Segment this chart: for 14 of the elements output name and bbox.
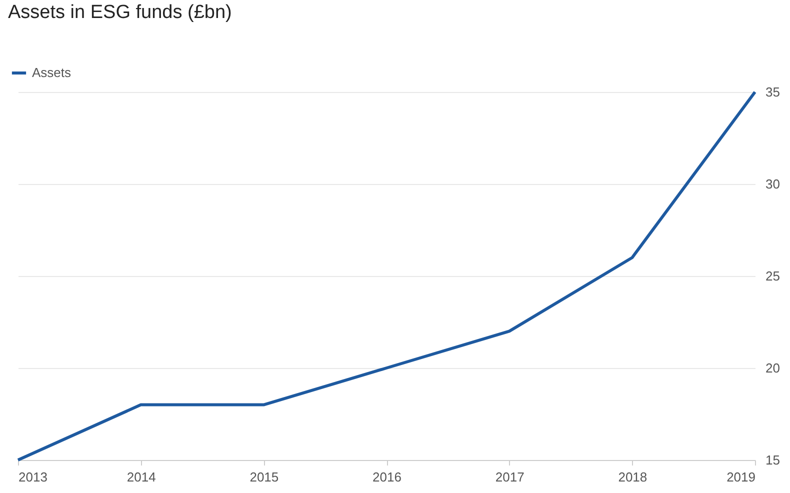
x-tick-label: 2016 (372, 470, 402, 484)
x-tick-label: 2019 (726, 470, 756, 484)
y-tick-label: 15 (766, 452, 780, 468)
x-tick-label: 2014 (126, 470, 156, 484)
y-tick-label: 25 (766, 268, 780, 284)
y-tick-label: 35 (766, 84, 780, 100)
chart-title: Assets in ESG funds (£bn) (8, 2, 232, 23)
x-tick-label: 2018 (618, 470, 648, 484)
y-tick-label: 20 (766, 360, 780, 376)
x-tick-label: 2013 (18, 470, 48, 484)
x-tick-label: 2015 (250, 470, 279, 484)
x-tick-label: 2017 (495, 470, 524, 484)
legend-label: Assets (32, 65, 72, 80)
y-tick-label: 30 (766, 176, 780, 192)
